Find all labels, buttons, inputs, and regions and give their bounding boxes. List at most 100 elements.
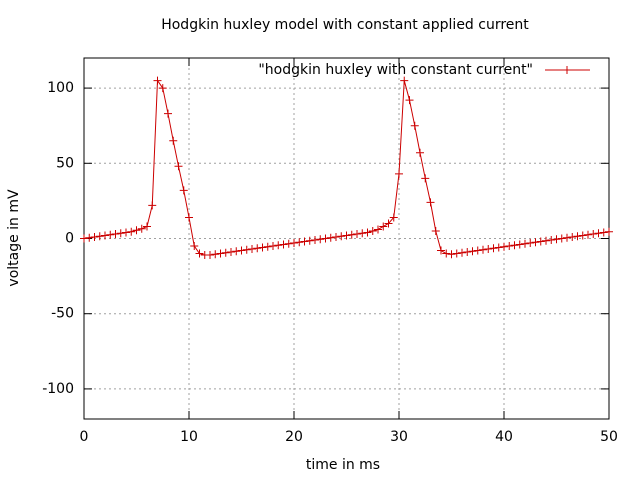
point-marker [431, 226, 440, 235]
point-marker [122, 228, 130, 237]
point-marker [353, 229, 361, 238]
point-marker [584, 230, 592, 239]
point-marker [384, 219, 393, 228]
point-marker [190, 242, 199, 251]
point-marker [206, 251, 214, 260]
legend-marker [563, 66, 571, 74]
point-marker [342, 231, 351, 240]
point-marker [279, 240, 288, 249]
point-marker [400, 76, 409, 85]
point-marker [374, 225, 382, 234]
point-marker [500, 242, 508, 251]
point-marker [237, 246, 246, 255]
point-marker [531, 238, 540, 247]
point-marker [405, 96, 414, 105]
point-marker [185, 213, 193, 222]
point-marker [589, 229, 598, 238]
point-marker [90, 232, 99, 241]
point-marker [258, 243, 267, 252]
point-marker [158, 84, 167, 93]
point-marker [395, 169, 403, 178]
point-marker [557, 234, 566, 243]
point-marker [594, 229, 603, 238]
x-tick-label: 0 [80, 429, 89, 445]
point-marker [479, 245, 487, 254]
point-marker [505, 242, 514, 251]
point-marker [242, 245, 251, 254]
point-marker [80, 234, 88, 243]
y-tick-label: 100 [47, 80, 74, 96]
point-marker [164, 109, 172, 118]
point-marker [85, 233, 94, 242]
point-marker [300, 237, 309, 246]
point-marker [542, 236, 550, 245]
point-marker [410, 121, 419, 130]
point-marker [463, 248, 472, 257]
point-marker [137, 224, 146, 233]
point-marker [552, 235, 561, 244]
point-marker [484, 245, 493, 254]
point-marker [179, 186, 188, 195]
point-marker [148, 201, 157, 210]
point-marker [295, 238, 304, 247]
point-marker [494, 243, 503, 252]
point-marker [489, 244, 498, 253]
point-marker [347, 230, 356, 239]
point-marker [111, 229, 120, 238]
x-tick-label: 20 [285, 429, 303, 445]
point-marker [426, 198, 435, 207]
y-tick-label: -100 [42, 381, 74, 397]
legend-label: "hodgkin huxley with constant current" [258, 62, 533, 78]
point-marker [132, 226, 141, 235]
point-marker [153, 76, 162, 85]
point-marker [437, 246, 445, 255]
point-marker [515, 240, 524, 249]
point-marker [473, 246, 482, 255]
point-marker [389, 213, 398, 222]
point-marker [248, 245, 256, 254]
point-marker [421, 174, 430, 183]
point-marker [95, 232, 104, 241]
point-marker [358, 229, 367, 238]
point-marker [174, 162, 183, 171]
point-marker [442, 249, 451, 258]
point-marker [116, 229, 125, 238]
point-marker [510, 241, 519, 250]
x-tick-label: 50 [600, 429, 618, 445]
x-tick-label: 40 [495, 429, 513, 445]
point-marker [326, 233, 335, 242]
point-marker [221, 248, 230, 257]
point-marker [316, 235, 325, 244]
point-marker [263, 242, 272, 251]
point-marker [211, 250, 220, 259]
point-marker [143, 222, 151, 231]
point-marker [101, 231, 109, 240]
point-marker [468, 247, 477, 256]
point-marker [227, 248, 235, 257]
point-marker [605, 227, 613, 236]
point-marker [127, 227, 136, 236]
point-marker [536, 237, 545, 246]
point-marker [568, 232, 577, 241]
point-marker [337, 232, 346, 241]
y-tick-label: 50 [56, 155, 74, 171]
point-marker [269, 242, 277, 251]
point-marker [363, 228, 372, 237]
point-marker [521, 239, 529, 248]
y-tick-label: 0 [65, 231, 74, 247]
point-marker [216, 249, 225, 258]
y-tick-label: -50 [51, 306, 74, 322]
point-marker [321, 234, 330, 243]
point-marker [526, 239, 535, 248]
point-marker [290, 239, 298, 248]
point-marker [274, 241, 283, 250]
point-marker [573, 232, 582, 241]
x-tick-label: 30 [390, 429, 408, 445]
x-tick-label: 10 [180, 429, 198, 445]
point-marker [599, 228, 608, 237]
point-marker [379, 222, 388, 231]
point-marker [547, 236, 556, 245]
point-marker [368, 226, 377, 235]
